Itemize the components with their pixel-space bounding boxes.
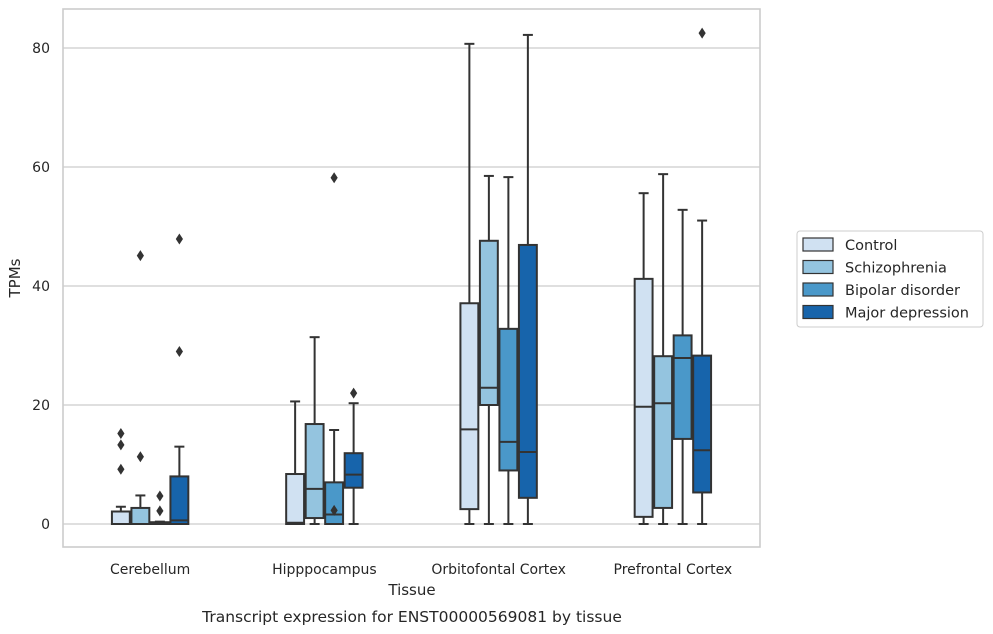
y-tick-label: 0 (41, 517, 50, 533)
outlier-point (330, 172, 338, 184)
outlier-point (156, 490, 164, 502)
box (672, 334, 693, 440)
box (478, 239, 499, 406)
outlier-point (136, 250, 144, 262)
y-tick-labels: 0 20 40 60 80 (32, 41, 50, 533)
outlier-point (175, 345, 183, 357)
box-group (324, 172, 345, 526)
legend-swatch (802, 259, 834, 275)
x-tick-label: Hipppocampus (272, 562, 377, 578)
legend-label: Bipolar disorder (845, 283, 960, 299)
box (169, 475, 190, 525)
box (304, 423, 325, 520)
legend-swatch (802, 282, 834, 297)
box-group (169, 233, 190, 525)
legend-box (796, 230, 984, 328)
legend-label: Major depression (845, 306, 969, 322)
x-axis-label: Tissue (387, 581, 435, 599)
outlier-point (117, 428, 125, 440)
box (110, 510, 131, 526)
box-group (149, 490, 170, 526)
box (343, 452, 364, 489)
outlier-point (175, 233, 183, 245)
box-group (498, 176, 519, 525)
y-tick-label: 20 (32, 398, 50, 414)
box-group (304, 336, 325, 525)
outlier-point (350, 387, 358, 399)
outlier-point (330, 504, 338, 516)
box-group (110, 428, 131, 526)
box (459, 302, 480, 511)
y-axis-label: TPMs (6, 258, 24, 298)
box (324, 481, 345, 526)
box (517, 243, 538, 499)
y-tick-label: 40 (32, 279, 50, 295)
box (653, 355, 674, 509)
outlier-point (136, 451, 144, 463)
x-tick-labels: Cerebellum Hipppocampus Orbitofontal Corte… (110, 562, 732, 578)
y-tick-label: 80 (32, 41, 50, 57)
box (633, 277, 654, 518)
box-group (672, 208, 693, 525)
figure-caption: Transcript expression for ENST0000056908… (201, 608, 622, 626)
box (130, 506, 151, 525)
outlier-point (156, 505, 164, 517)
legend-swatch (802, 237, 834, 252)
boxes (110, 27, 713, 526)
outlier-point (117, 439, 125, 451)
legend-swatch (802, 304, 834, 320)
box-group (517, 33, 538, 525)
box-group (459, 42, 480, 525)
box-group (343, 387, 364, 525)
x-tick-label: Orbitofontal Cortex (431, 562, 566, 578)
box-group (692, 27, 713, 525)
legend: Control Schizophrenia Bipolar disorder Majo… (796, 230, 984, 328)
y-tick-label: 60 (32, 160, 50, 176)
box-group (285, 400, 306, 525)
x-tick-label: Prefrontal Cortex (614, 562, 733, 578)
box-group (653, 173, 674, 525)
x-tick-label: Cerebellum (110, 562, 190, 578)
box-group (478, 174, 499, 525)
box-group (633, 192, 654, 525)
box (692, 354, 713, 494)
outlier-point (698, 27, 706, 39)
legend-label: Control (845, 238, 897, 254)
box (285, 473, 306, 525)
outlier-point (117, 463, 125, 475)
legend-label: Schizophrenia (845, 261, 947, 277)
box-group (130, 250, 151, 525)
box (498, 327, 519, 472)
